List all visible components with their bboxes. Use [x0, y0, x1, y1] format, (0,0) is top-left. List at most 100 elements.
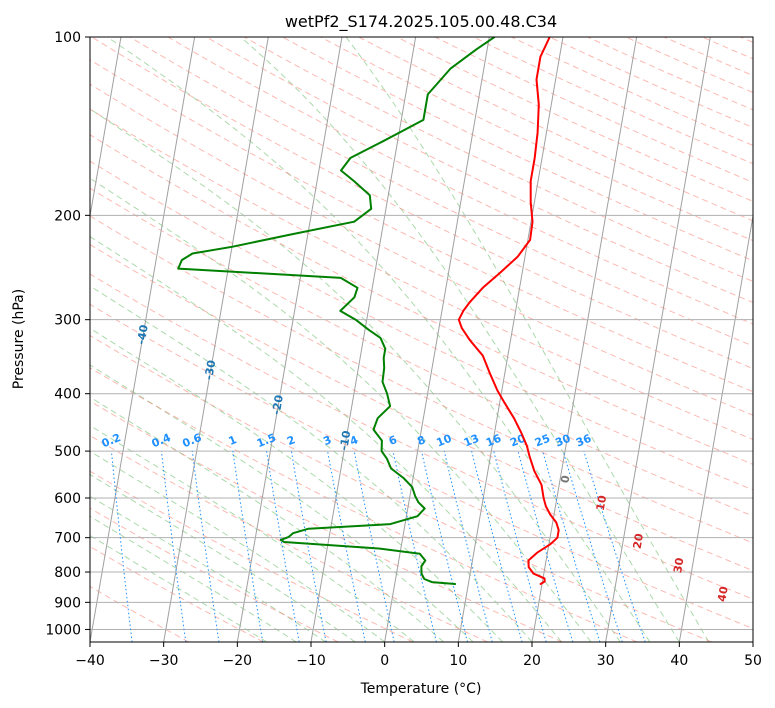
- moist-adiabat: [107, 37, 651, 642]
- mixing-ratio-line: [110, 451, 133, 642]
- plot-frame: [89, 36, 754, 643]
- dry-adiabat: [90, 273, 753, 600]
- moist-adiabat: [90, 450, 385, 642]
- moist-adiabat: [90, 534, 268, 642]
- plot-area: -100-90-80-70-60-50-40-30-20-10010203040…: [90, 37, 753, 642]
- x-tick-label: 20: [523, 653, 541, 669]
- dry-adiabat: [90, 400, 563, 642]
- x-tick-label: 0: [380, 653, 389, 669]
- isotherm: [90, 37, 122, 219]
- isotherm-label: -10: [337, 429, 353, 451]
- mixing-ratio-line: [583, 450, 646, 642]
- isotherm: [236, 37, 343, 642]
- series-dewpoint-line: [177, 37, 496, 585]
- series-temperature-line: [457, 37, 560, 585]
- y-axis-label: Pressure (hPa): [11, 289, 27, 389]
- isotherm-label: -40: [135, 323, 151, 345]
- y-tick-label: 500: [54, 444, 81, 460]
- x-tick-label: 40: [670, 653, 688, 669]
- y-tick-label: 1000: [45, 622, 81, 638]
- x-tick-label: 50: [744, 653, 762, 669]
- mixing-ratio-line: [421, 450, 468, 642]
- moist-adiabat: [240, 37, 680, 642]
- isotherm: [531, 37, 638, 642]
- x-tick-label: 10: [449, 653, 467, 669]
- y-tick-label: 600: [54, 491, 81, 507]
- x-axis: −40 −30 −20 −10 0 10 20 30 40 50: [75, 642, 762, 669]
- isopleth-labels: -100-90-80-70-60-50-40-30-20-10010203040…: [100, 323, 731, 603]
- mixing-ratio-label: 16: [484, 432, 503, 450]
- y-tick-label: 200: [54, 208, 81, 224]
- dry-adiabat: [90, 434, 488, 642]
- y-tick-label: 900: [54, 595, 81, 611]
- chart-title: wetPf2_S174.2025.105.00.48.C34: [285, 12, 557, 32]
- moist-adiabat: [90, 473, 356, 642]
- dry-adiabat: [90, 83, 753, 416]
- mixing-ratio-line: [562, 450, 623, 642]
- isotherm-label: -20: [270, 394, 286, 416]
- mixing-ratio-line: [327, 451, 366, 642]
- isotherms: [90, 37, 753, 642]
- mixing-ratio-line: [353, 451, 395, 642]
- mixing-ratio-line: [191, 451, 220, 642]
- mixing-ratio-line: [471, 450, 523, 642]
- mixing-ratio-line: [493, 450, 547, 642]
- moist-adiabat: [90, 364, 474, 642]
- dry-adiabat: [167, 37, 753, 325]
- mixing-ratio-line: [517, 450, 574, 642]
- moist-adiabat-label: 20: [631, 532, 646, 550]
- moist-adiabat: [90, 108, 621, 642]
- y-tick-label: 300: [54, 313, 81, 329]
- isotherm: [605, 37, 711, 642]
- moist-adiabat: [90, 236, 562, 642]
- moist-adiabat-label: 10: [594, 494, 609, 512]
- mixing-ratio-line: [443, 450, 493, 642]
- moist-adiabat-label: 30: [671, 556, 686, 574]
- isotherm: [384, 37, 490, 642]
- moist-adiabat: [90, 177, 592, 642]
- mixing-ratio-label: 3: [321, 433, 333, 448]
- moist-adiabat-label: 40: [715, 585, 730, 603]
- mixing-ratio-label: 1: [227, 433, 239, 448]
- x-tick-label: −30: [149, 653, 179, 669]
- isotherm: [457, 37, 564, 642]
- dry-adiabat: [90, 507, 339, 642]
- dry-adiabat: [90, 59, 753, 393]
- dry-adiabat: [90, 303, 753, 630]
- y-tick-label: 800: [54, 565, 81, 581]
- moist-adiabat-label: 0: [558, 474, 572, 484]
- y-tick-label: 400: [54, 387, 81, 403]
- y-tick-label: 700: [54, 531, 81, 547]
- x-tick-label: −10: [296, 653, 326, 669]
- moist-adiabat: [90, 327, 503, 642]
- isotherm: [90, 37, 196, 642]
- dry-adiabat: [205, 37, 753, 303]
- mixing-ratio-label: 8: [415, 433, 427, 448]
- x-tick-label: −20: [223, 653, 253, 669]
- isotherm: [678, 213, 753, 642]
- x-tick-label: 30: [597, 653, 615, 669]
- isotherm-label: -30: [202, 359, 218, 381]
- dry-adiabat: [90, 160, 753, 491]
- mixing-ratio-label: 13: [462, 432, 481, 450]
- mixing-ratio-line: [542, 450, 601, 642]
- moist-adiabat: [90, 396, 444, 642]
- y-axis: 100 200 300 400 500 600 700 800 900 1000: [45, 30, 90, 638]
- mixing-ratio-label: 10: [435, 432, 454, 450]
- dry-adiabat: [90, 187, 753, 517]
- mixing-ratio-lines: [110, 450, 646, 642]
- x-axis-label: Temperature (°C): [360, 681, 482, 697]
- isotherm: [310, 37, 417, 642]
- dry-adiabat: [90, 134, 753, 465]
- isotherm: [163, 37, 269, 642]
- profile-series: [177, 37, 560, 585]
- mixing-ratio-label: 36: [574, 432, 593, 450]
- dry-adiabat: [90, 367, 638, 642]
- mixing-ratio-label: 2: [285, 433, 297, 448]
- mixing-ratio-line: [232, 451, 264, 642]
- pressure-gridlines: [90, 37, 753, 630]
- y-tick-label: 100: [54, 30, 81, 46]
- mixing-ratio-label: 25: [533, 432, 552, 450]
- mixing-ratio-label: 30: [553, 432, 572, 450]
